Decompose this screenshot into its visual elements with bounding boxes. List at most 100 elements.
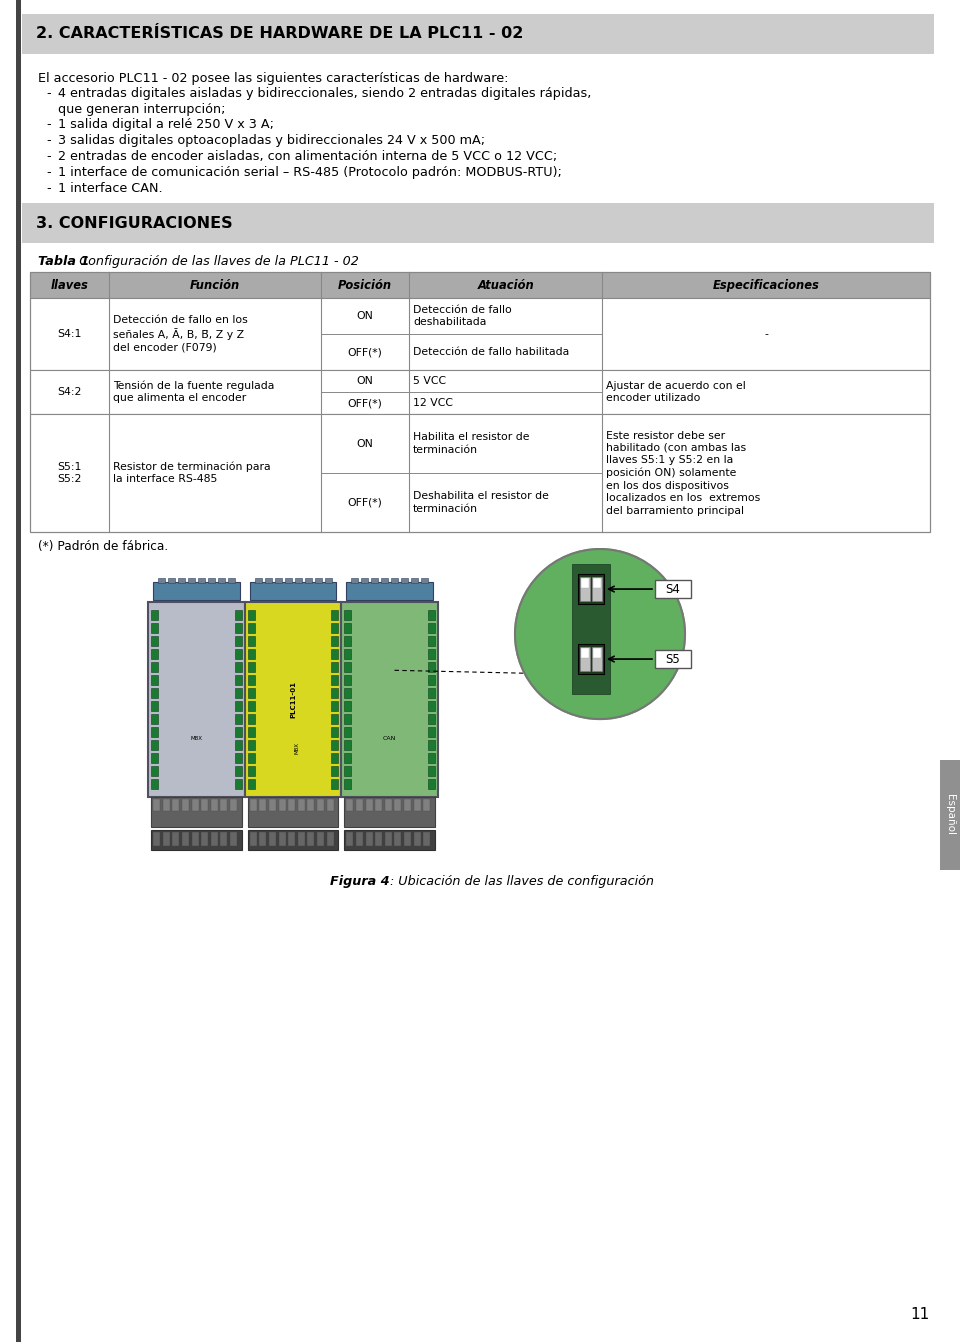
- Bar: [259, 798, 266, 811]
- Bar: [428, 701, 435, 711]
- Text: El accesorio PLC11 - 02 posee las siguientes características de hardware:: El accesorio PLC11 - 02 posee las siguie…: [38, 72, 509, 85]
- Bar: [342, 603, 438, 797]
- Bar: [285, 578, 292, 582]
- Text: S5: S5: [665, 652, 681, 666]
- Circle shape: [515, 549, 685, 719]
- Bar: [151, 727, 158, 737]
- Bar: [578, 574, 604, 604]
- Bar: [234, 727, 242, 737]
- Text: ON: ON: [356, 311, 373, 321]
- Bar: [572, 564, 610, 694]
- Bar: [248, 650, 254, 659]
- Bar: [307, 832, 315, 845]
- Bar: [345, 611, 351, 620]
- Text: MBX: MBX: [190, 735, 203, 741]
- Bar: [248, 688, 254, 698]
- Bar: [331, 688, 338, 698]
- Text: Habilita el resistor de
terminación: Habilita el resistor de terminación: [413, 432, 529, 455]
- Bar: [234, 701, 242, 711]
- Text: 2. CARACTERÍSTICAS DE HARDWARE DE LA PLC11 - 02: 2. CARACTERÍSTICAS DE HARDWARE DE LA PLC…: [36, 27, 523, 42]
- Bar: [317, 798, 324, 811]
- Text: 11: 11: [911, 1307, 930, 1322]
- Bar: [345, 675, 351, 684]
- Bar: [356, 798, 363, 811]
- Bar: [331, 714, 338, 725]
- Bar: [317, 832, 324, 845]
- Bar: [234, 611, 242, 620]
- Bar: [345, 753, 351, 764]
- Bar: [16, 0, 21, 1342]
- Bar: [278, 832, 285, 845]
- Text: Detección de fallo
deshabilitada: Detección de fallo deshabilitada: [413, 305, 512, 327]
- Text: S4:2: S4:2: [58, 386, 82, 397]
- Text: -: -: [46, 166, 51, 178]
- Bar: [307, 798, 315, 811]
- Bar: [345, 623, 351, 633]
- Bar: [401, 578, 408, 582]
- Text: 1 interface de comunicación serial – RS-485 (Protocolo padrón: MODBUS-RTU);: 1 interface de comunicación serial – RS-…: [58, 166, 562, 178]
- Bar: [592, 577, 602, 601]
- Bar: [211, 832, 218, 845]
- Bar: [153, 798, 160, 811]
- Bar: [151, 780, 158, 789]
- Text: S4: S4: [665, 582, 681, 596]
- Text: OFF(*): OFF(*): [348, 399, 382, 408]
- Bar: [234, 780, 242, 789]
- Text: -: -: [46, 134, 51, 148]
- Bar: [30, 370, 930, 415]
- Bar: [151, 714, 158, 725]
- Text: Tabla 1: Tabla 1: [38, 255, 89, 268]
- Text: llaves: llaves: [51, 279, 88, 291]
- Text: S4:1: S4:1: [58, 329, 82, 340]
- Text: 3. CONFIGURACIONES: 3. CONFIGURACIONES: [36, 216, 232, 231]
- Bar: [202, 832, 208, 845]
- Bar: [381, 578, 389, 582]
- Bar: [345, 662, 351, 672]
- Bar: [345, 636, 351, 646]
- Bar: [269, 798, 276, 811]
- Bar: [428, 753, 435, 764]
- Bar: [254, 578, 262, 582]
- Bar: [234, 636, 242, 646]
- Bar: [230, 832, 237, 845]
- Text: Detección de fallo en los
señales A, Ā, B, B̄, Z y Z̄
del encoder (F079): Detección de fallo en los señales A, Ā, …: [113, 315, 248, 353]
- Bar: [428, 675, 435, 684]
- Bar: [345, 714, 351, 725]
- Bar: [234, 766, 242, 776]
- Text: 5 VCC: 5 VCC: [413, 376, 446, 386]
- Bar: [428, 727, 435, 737]
- Bar: [298, 832, 305, 845]
- Bar: [151, 650, 158, 659]
- Bar: [345, 727, 351, 737]
- Text: Figura 4: Figura 4: [330, 875, 390, 888]
- Bar: [345, 701, 351, 711]
- Text: OFF(*): OFF(*): [348, 348, 382, 357]
- Bar: [191, 832, 199, 845]
- Bar: [188, 578, 195, 582]
- Bar: [940, 760, 960, 870]
- Bar: [259, 832, 266, 845]
- Bar: [218, 578, 225, 582]
- Bar: [234, 753, 242, 764]
- Bar: [345, 688, 351, 698]
- Bar: [428, 636, 435, 646]
- Bar: [395, 798, 401, 811]
- Bar: [423, 832, 430, 845]
- Text: PLC11-01: PLC11-01: [290, 680, 296, 718]
- Text: CAN: CAN: [383, 735, 396, 741]
- Bar: [198, 578, 205, 582]
- Bar: [421, 578, 428, 582]
- Bar: [404, 832, 411, 845]
- Bar: [428, 623, 435, 633]
- Bar: [593, 578, 601, 588]
- Bar: [580, 647, 590, 671]
- Bar: [30, 415, 930, 531]
- Text: Ajustar de acuerdo con el
encoder utilizado: Ajustar de acuerdo con el encoder utiliz…: [607, 381, 746, 403]
- Text: Este resistor debe ser
habilitado (con ambas las
llaves S5:1 y S5:2 en la
posici: Este resistor debe ser habilitado (con a…: [607, 431, 760, 515]
- Bar: [375, 832, 382, 845]
- Bar: [248, 701, 254, 711]
- Bar: [151, 688, 158, 698]
- Bar: [331, 766, 338, 776]
- Bar: [295, 578, 301, 582]
- Text: 3 salidas digitales optoacopladas y bidireccionales 24 V x 500 mA;: 3 salidas digitales optoacopladas y bidi…: [58, 134, 485, 148]
